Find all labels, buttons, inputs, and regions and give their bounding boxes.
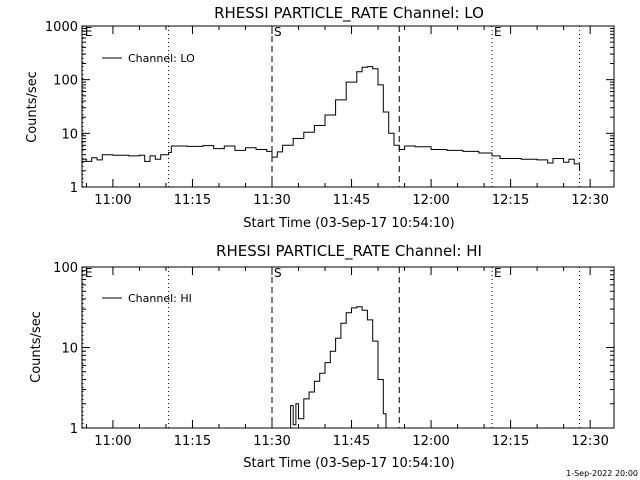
legend-entry: Channel: LO bbox=[128, 52, 195, 65]
x-tick-label: 12:30 bbox=[571, 434, 608, 449]
y-tick-label: 10 bbox=[61, 342, 78, 357]
x-tick-label: 11:30 bbox=[253, 434, 290, 449]
x-tick-label: 11:30 bbox=[253, 193, 290, 208]
x-tick-label: 12:15 bbox=[492, 434, 529, 449]
y-axis-label: Counts/sec bbox=[25, 71, 40, 143]
y-tick-label: 100 bbox=[53, 261, 78, 276]
x-tick-label: 12:00 bbox=[412, 434, 449, 449]
chart-title: RHESSI PARTICLE_RATE Channel: HI bbox=[216, 242, 482, 261]
y-tick-label: 1 bbox=[70, 422, 78, 437]
y-axis-label: Counts/sec bbox=[29, 311, 44, 383]
y-tick-label: 10 bbox=[61, 127, 78, 142]
marker-label: E bbox=[494, 266, 502, 280]
y-tick-label: 1000 bbox=[45, 20, 78, 35]
x-axis-ticks: 11:00 11:15 11:30 11:45 12:00 12:15 12:30 bbox=[85, 267, 609, 449]
legend-entry: Channel: HI bbox=[128, 292, 192, 305]
marker-label: E bbox=[85, 25, 93, 39]
marker-label: S bbox=[274, 266, 282, 280]
y-axis-ticks: 1 10 100 bbox=[53, 261, 614, 437]
x-tick-label: 11:15 bbox=[174, 434, 211, 449]
x-tick-label: 12:00 bbox=[412, 193, 449, 208]
x-tick-label: 11:45 bbox=[333, 434, 370, 449]
marker-label: E bbox=[85, 266, 93, 280]
x-tick-label: 11:00 bbox=[94, 434, 131, 449]
x-tick-label: 12:30 bbox=[571, 193, 608, 208]
x-axis-label: Start Time (03-Sep-17 10:54:10) bbox=[243, 456, 454, 471]
marker-label: S bbox=[274, 25, 282, 39]
y-tick-label: 100 bbox=[53, 74, 78, 89]
x-axis-label: Start Time (03-Sep-17 10:54:10) bbox=[243, 216, 454, 231]
marker-label: E bbox=[494, 25, 502, 39]
series-line-lo bbox=[82, 66, 580, 171]
x-tick-label: 12:15 bbox=[492, 193, 529, 208]
chart-title: RHESSI PARTICLE_RATE Channel: LO bbox=[214, 4, 484, 23]
x-tick-label: 11:45 bbox=[333, 193, 370, 208]
x-tick-label: 11:15 bbox=[174, 193, 211, 208]
timestamp: 1-Sep-2022 20:00 bbox=[566, 469, 638, 478]
y-axis-ticks: 1 10 100 1000 bbox=[45, 20, 614, 196]
series-line-hi bbox=[287, 306, 387, 429]
panel-lo: RHESSI PARTICLE_RATE Channel: LO Counts/… bbox=[25, 4, 615, 231]
legend: Channel: HI bbox=[102, 292, 192, 305]
x-axis-ticks: 11:00 11:15 11:30 11:45 12:00 12:15 12:30 bbox=[85, 26, 609, 208]
x-tick-label: 11:00 bbox=[94, 193, 131, 208]
plot-frame bbox=[81, 25, 615, 188]
legend: Channel: LO bbox=[102, 52, 195, 65]
y-tick-label: 1 bbox=[70, 181, 78, 196]
panel-hi: RHESSI PARTICLE_RATE Channel: HI Counts/… bbox=[29, 242, 615, 471]
